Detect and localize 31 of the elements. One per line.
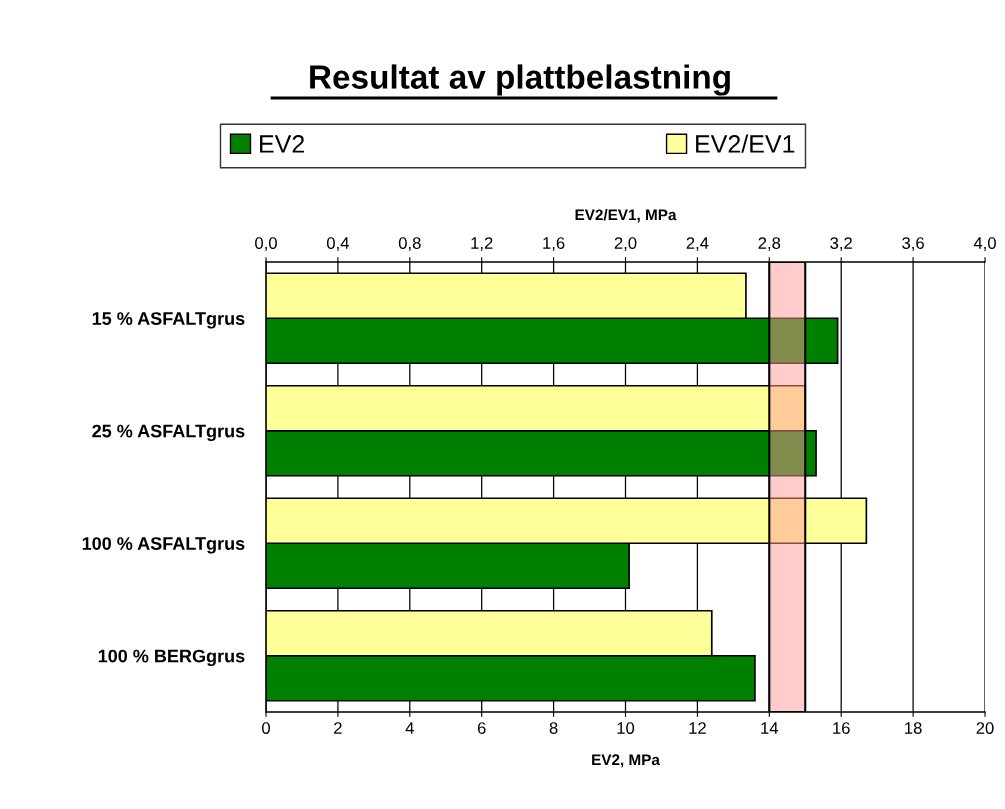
x2-tick-label: 0,4: [326, 237, 349, 251]
chart-title: Resultat av plattbelastning: [310, 64, 730, 96]
x-tick-label: 2: [334, 722, 342, 734]
x2-tick-label: 1,2: [471, 237, 493, 251]
y-tick-label: 15 % ASFALTgrus: [92, 312, 245, 329]
y-tick-label: 25 % ASFALTgrus: [92, 424, 245, 442]
x2-tick-label: 3,2: [830, 237, 852, 251]
legend-label: EV2: [260, 135, 304, 153]
x2-tick-label: 3,6: [902, 237, 924, 251]
legend-label: EV2/EV1: [696, 134, 795, 153]
x-tick-label: 14: [761, 722, 779, 734]
x2-tick-label: 0,0: [255, 237, 277, 251]
x2-tick-label: 0,8: [398, 237, 421, 251]
y-tick-label: 100 % ASFALTgrus: [82, 537, 245, 554]
x-tick-label: 12: [689, 722, 706, 734]
y-tick-label: 100 % BERGgrus: [98, 649, 245, 667]
x-tick-label: 8: [549, 722, 558, 734]
x2-tick-label: 4,0: [973, 237, 996, 251]
x2-tick-label: 1,6: [543, 237, 565, 251]
x2-axis-title: EV2/EV1, MPa: [575, 209, 677, 223]
x-tick-label: 0: [262, 722, 270, 734]
x-tick-label: 10: [617, 722, 635, 734]
x-tick-label: 16: [833, 722, 850, 734]
x-axis-title: EV2, MPa: [592, 754, 660, 768]
x-tick-label: 20: [976, 722, 994, 734]
x2-tick-label: 2,0: [614, 237, 637, 251]
x-tick-label: 6: [477, 722, 486, 734]
x2-tick-label: 2,4: [686, 237, 709, 251]
x-tick-label: 18: [905, 722, 922, 734]
x-tick-label: 4: [405, 722, 414, 734]
x2-tick-label: 2,8: [758, 237, 781, 251]
